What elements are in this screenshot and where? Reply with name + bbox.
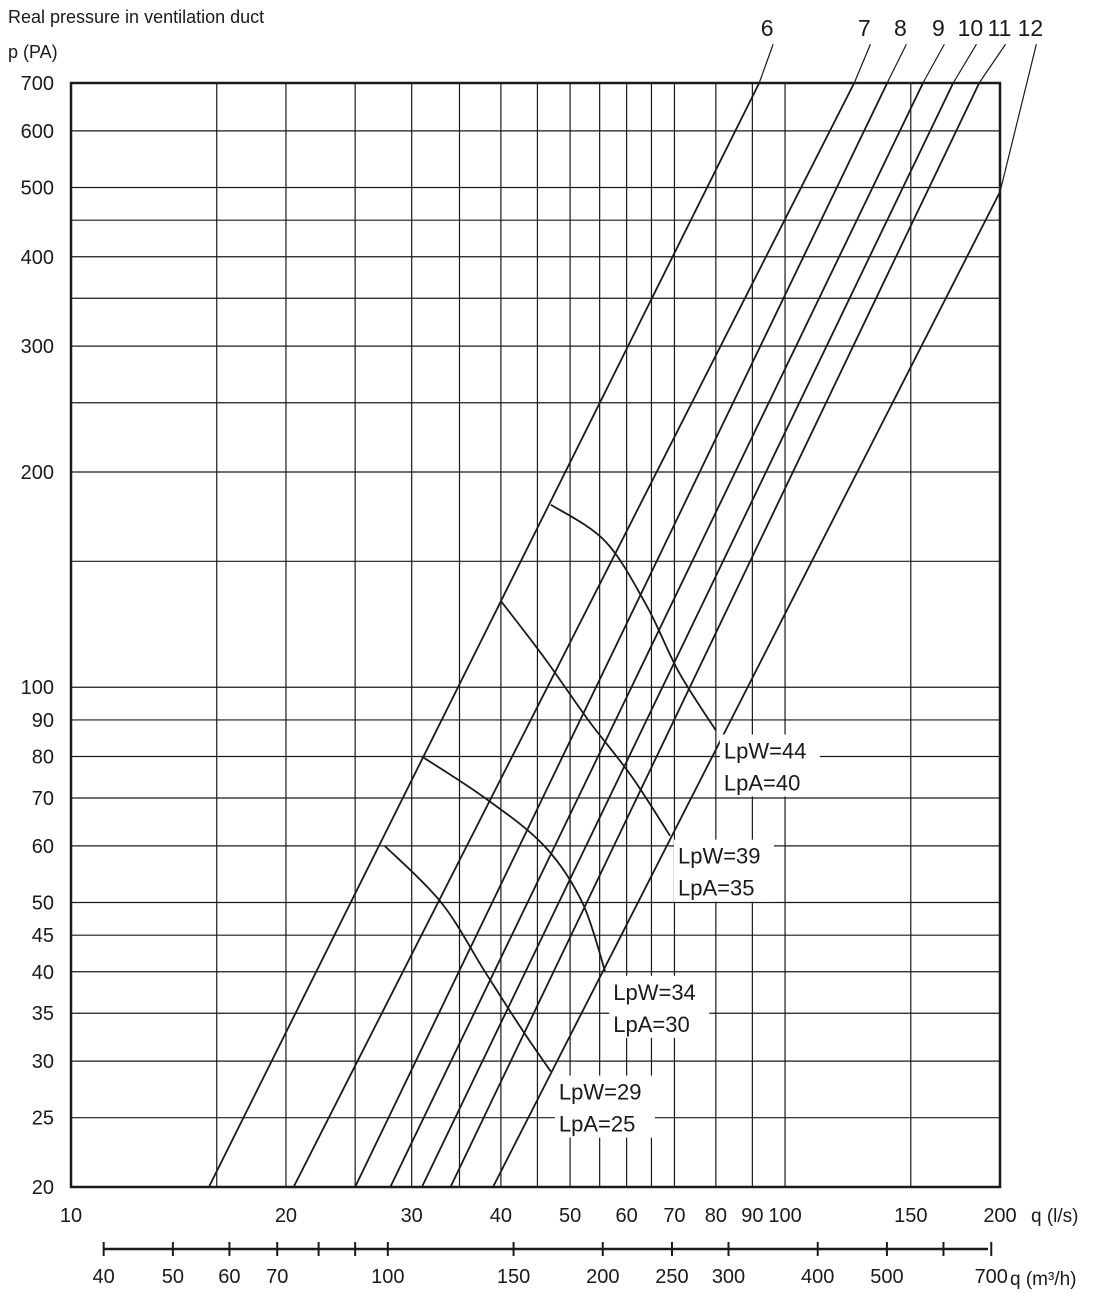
series-label-9: 9: [932, 15, 945, 41]
x-tick-label: 90: [741, 1205, 763, 1227]
y-tick-label: 500: [21, 177, 54, 199]
chart-title: Real pressure in ventilation duct: [8, 7, 264, 27]
series-label-6: 6: [761, 15, 774, 41]
secondary-axis-tick-label: 250: [655, 1266, 688, 1288]
plot-frame: [69, 81, 1002, 1189]
sound-label-lpw-2: LpW=34: [613, 980, 696, 1005]
sound-curve-2: [421, 755, 607, 973]
sound-label-lpa-3: LpA=35: [678, 876, 754, 901]
y-tick-label: 400: [21, 247, 54, 269]
y-tick-label: 20: [32, 1177, 54, 1199]
series-labels: 6 7 8 9 10 11 12: [758, 15, 1044, 193]
sound-label-bg-3: [673, 839, 774, 902]
y-tick-label: 200: [21, 462, 54, 484]
sound-label-lpa-4: LpA=40: [724, 770, 800, 795]
sound-label-lpa-1: LpA=25: [559, 1112, 635, 1137]
series-label-7: 7: [858, 15, 871, 41]
y-tick-label: 25: [32, 1108, 54, 1130]
sound-label-bg-1: [554, 1075, 655, 1138]
sound-labels: LpW=29 LpA=25 LpW=34 LpA=30 LpW=39 LpA=35 LpW=…: [554, 734, 820, 1138]
y-tick-label: 80: [32, 747, 54, 769]
x-tick-label: 80: [705, 1205, 727, 1227]
secondary-axis: 40 50 60 70 100 150 200 250 300 400 500 700: [93, 1242, 1008, 1288]
x-axis-label: q (l/s): [1031, 1206, 1079, 1227]
secondary-axis-tick-label: 60: [218, 1266, 240, 1288]
sound-curve-1: [384, 845, 552, 1073]
x-tick-label: 50: [559, 1205, 581, 1227]
sound-label-lpw-3: LpW=39: [678, 844, 761, 869]
series-line-8: [354, 82, 889, 1188]
sound-label-lpw-4: LpW=44: [724, 738, 807, 763]
y-axis-label: p (PA): [8, 42, 58, 62]
y-tick-label: 45: [32, 925, 54, 947]
y-tick-label: 600: [21, 121, 54, 143]
series-label-10: 10: [958, 15, 984, 41]
y-tick-label: 30: [32, 1051, 54, 1073]
x-tick-label: 20: [275, 1205, 297, 1227]
series-line-9: [389, 82, 924, 1188]
series-label-12: 12: [1018, 15, 1044, 41]
y-tick-label: 70: [32, 788, 54, 810]
x-axis-label-secondary: q (m³/h): [1010, 1269, 1077, 1290]
secondary-axis-tick-label: 400: [801, 1266, 834, 1288]
x-tick-label: 200: [983, 1205, 1016, 1227]
x-tick-label: 40: [490, 1205, 512, 1227]
secondary-axis-tick-label: 150: [497, 1266, 530, 1288]
sound-label-bg-2: [609, 975, 710, 1038]
secondary-axis-tick-label: 200: [586, 1266, 619, 1288]
sound-curve-3: [500, 600, 671, 837]
y-tick-label: 700: [21, 73, 54, 95]
y-tick-label: 50: [32, 892, 54, 914]
sound-label-bg-4: [719, 734, 820, 797]
y-tick-labels: 20 25 30 35 40 45 50 60 70 80 90 100 200 300 400 500 600…: [21, 73, 54, 1199]
x-tick-label: 10: [60, 1205, 82, 1227]
secondary-axis-tick-label: 500: [870, 1266, 903, 1288]
series-label-leader-7: [853, 44, 871, 84]
y-tick-label: 60: [32, 836, 54, 858]
sound-curve-4: [550, 503, 717, 731]
series-label-leader-12: [999, 44, 1037, 193]
series-line-6: [208, 82, 761, 1188]
y-tick-label: 40: [32, 962, 54, 984]
x-tick-label: 150: [894, 1205, 927, 1227]
series-line-10: [421, 82, 955, 1188]
y-tick-label: 90: [32, 710, 54, 732]
sound-label-lpw-1: LpW=29: [559, 1080, 642, 1105]
series-line-11: [449, 82, 981, 1188]
series-line-7: [292, 82, 856, 1188]
series-label-leader-11: [978, 43, 1007, 84]
series-label-11: 11: [988, 15, 1012, 41]
x-tick-label: 100: [768, 1205, 801, 1227]
x-tick-label: 70: [663, 1205, 685, 1227]
grid: [70, 82, 1001, 1188]
y-tick-label: 100: [21, 677, 54, 699]
y-tick-label: 300: [21, 336, 54, 358]
secondary-axis-tick-label: 40: [93, 1266, 115, 1288]
series-label-leader-6: [758, 44, 774, 84]
secondary-axis-tick-label: 70: [266, 1266, 288, 1288]
series-lines: [208, 82, 1001, 1188]
x-tick-labels: 10 20 30 40 50 60 70 80 90 100 150 200: [60, 1205, 1017, 1227]
x-tick-label: 60: [616, 1205, 638, 1227]
sound-label-lpa-2: LpA=30: [613, 1012, 689, 1037]
series-label-leader-10: [952, 43, 977, 84]
series-label-leader-9: [922, 43, 945, 84]
secondary-axis-tick-label: 700: [975, 1266, 1008, 1288]
secondary-axis-tick-label: 300: [712, 1266, 745, 1288]
sound-curves: [384, 503, 717, 1073]
x-tick-label: 30: [401, 1205, 423, 1227]
y-tick-label: 35: [32, 1003, 54, 1025]
series-label-8: 8: [894, 15, 907, 41]
series-line-12: [492, 191, 1001, 1188]
secondary-axis-tick-label: 50: [162, 1266, 184, 1288]
secondary-axis-tick-label: 100: [371, 1266, 404, 1288]
series-label-leader-8: [886, 43, 907, 84]
